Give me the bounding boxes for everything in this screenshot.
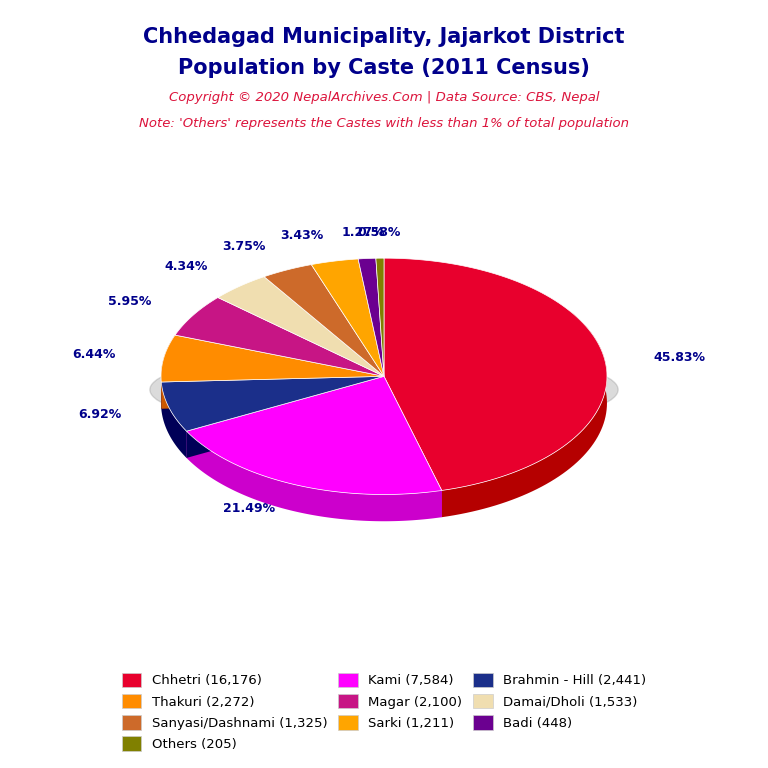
Polygon shape <box>161 335 384 382</box>
Polygon shape <box>311 259 384 376</box>
Polygon shape <box>187 376 384 458</box>
Polygon shape <box>218 276 384 376</box>
Ellipse shape <box>150 349 618 431</box>
Polygon shape <box>161 376 384 431</box>
Polygon shape <box>161 376 384 409</box>
Polygon shape <box>384 258 607 491</box>
Text: 3.43%: 3.43% <box>280 230 323 242</box>
Polygon shape <box>161 376 384 409</box>
Text: 5.95%: 5.95% <box>108 295 151 308</box>
Polygon shape <box>376 258 384 376</box>
Text: 4.34%: 4.34% <box>164 260 208 273</box>
Polygon shape <box>175 297 384 376</box>
Text: 21.49%: 21.49% <box>223 502 275 515</box>
Polygon shape <box>161 382 187 458</box>
Text: 6.44%: 6.44% <box>72 348 115 361</box>
Polygon shape <box>187 376 442 495</box>
Text: 1.27%: 1.27% <box>342 226 385 239</box>
Polygon shape <box>442 311 607 517</box>
Text: Chhedagad Municipality, Jajarkot District: Chhedagad Municipality, Jajarkot Distric… <box>144 27 624 47</box>
Text: 3.75%: 3.75% <box>223 240 266 253</box>
Polygon shape <box>358 258 384 376</box>
Text: Note: 'Others' represents the Castes with less than 1% of total population: Note: 'Others' represents the Castes wit… <box>139 117 629 130</box>
Text: 6.92%: 6.92% <box>78 408 121 421</box>
Polygon shape <box>384 376 442 517</box>
Polygon shape <box>264 265 384 376</box>
Polygon shape <box>187 431 442 521</box>
Text: 45.83%: 45.83% <box>654 351 706 364</box>
Polygon shape <box>161 335 175 409</box>
Polygon shape <box>384 376 442 517</box>
Text: 0.58%: 0.58% <box>357 226 401 239</box>
Text: Copyright © 2020 NepalArchives.Com | Data Source: CBS, Nepal: Copyright © 2020 NepalArchives.Com | Dat… <box>169 91 599 104</box>
Legend: Chhetri (16,176), Thakuri (2,272), Sanyasi/Dashnami (1,325), Others (205), Kami : Chhetri (16,176), Thakuri (2,272), Sanya… <box>115 666 653 757</box>
Text: Population by Caste (2011 Census): Population by Caste (2011 Census) <box>178 58 590 78</box>
Polygon shape <box>187 376 384 458</box>
